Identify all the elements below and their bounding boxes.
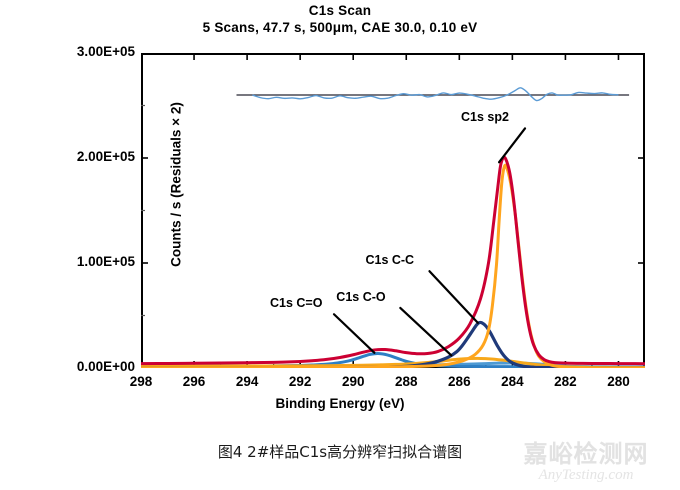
- peak-label-c1s-c-c: C1s C-C: [365, 253, 415, 268]
- x-tick-label: 290: [341, 374, 365, 389]
- x-tick-label: 282: [554, 374, 577, 389]
- x-tick-label: 294: [235, 374, 259, 389]
- peak-label-c1s-sp2: C1s sp2: [460, 110, 509, 125]
- annotation-leader-2: [399, 306, 453, 357]
- annotation-leader-3: [332, 313, 376, 354]
- watermark-en: AnyTesting.com: [538, 467, 634, 483]
- x-tick-label: 280: [607, 374, 630, 389]
- spectrum-plot: [141, 53, 645, 368]
- x-tick-label: 284: [501, 374, 524, 389]
- plot-area: Counts / s (Residuals × 2): [141, 53, 645, 368]
- x-tick-label: 286: [448, 374, 471, 389]
- x-axis-title: Binding Energy (eV): [275, 396, 405, 411]
- series-c1s_sp2: [141, 163, 645, 368]
- annotation-leader-1: [428, 270, 479, 324]
- x-tick-label: 292: [288, 374, 312, 389]
- peak-label-c1s-c-o: C1s C-O: [336, 289, 386, 304]
- series-residuals: [252, 87, 619, 102]
- chart-title: C1s Scan: [308, 3, 372, 18]
- annotation-leader-0: [498, 127, 527, 164]
- y-tick-label: 3.00E+05: [76, 44, 135, 59]
- x-tick-label: 298: [129, 374, 153, 389]
- y-tick-label: 0.00E+00: [76, 359, 135, 374]
- series-c1s_cc: [141, 320, 645, 368]
- chart-title-block: C1s Scan 5 Scans, 47.7 s, 500μm, CAE 30.…: [0, 2, 680, 37]
- y-tick-label: 1.00E+05: [76, 254, 135, 269]
- figure-caption: 图4 2#样品C1s高分辨窄扫拟合谱图: [217, 443, 463, 461]
- x-tick-label: 296: [182, 374, 206, 389]
- chart-subtitle: 5 Scans, 47.7 s, 500μm, CAE 30.0, 0.10 e…: [202, 20, 478, 35]
- y-tick-label: 2.00E+05: [76, 149, 135, 164]
- plot-frame: [141, 53, 645, 368]
- peak-label-c1s-c-o: C1s C=O: [269, 296, 323, 311]
- series-envelope: [141, 155, 645, 366]
- y-axis-title: Counts / s (Residuals × 2): [168, 102, 184, 267]
- x-tick-label: 288: [394, 374, 418, 389]
